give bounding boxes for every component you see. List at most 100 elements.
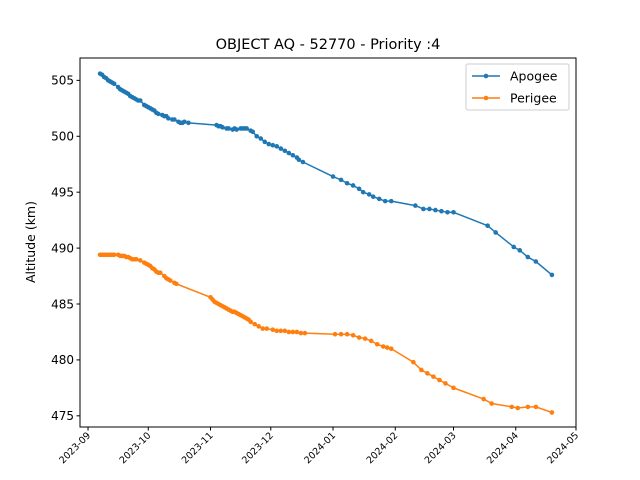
perigee-data-point: [256, 324, 262, 329]
perigee-data-point: [302, 330, 308, 336]
apogee-data-point: [166, 116, 171, 121]
apogee-data-point: [220, 125, 225, 130]
perigee-data-point: [380, 344, 386, 349]
perigee-data-point: [290, 329, 296, 335]
plot-frame: [79, 57, 577, 428]
y-tick-label: 490: [51, 241, 74, 255]
legend-perigee-label: Perigee: [510, 91, 557, 106]
apogee-data-point: [258, 136, 264, 141]
apogee-data-point: [511, 244, 517, 250]
perigee-data-point: [388, 346, 394, 352]
perigee-data-point: [509, 404, 515, 410]
perigee-data-point: [111, 252, 117, 258]
chart-title: OBJECT AQ - 52770 - Priority :4: [216, 37, 441, 53]
perigee-data-point: [248, 319, 253, 325]
perigee-data-point: [515, 405, 521, 411]
apogee-data-point: [296, 157, 302, 163]
perigee-data-point: [278, 328, 284, 334]
perigee-data-point: [158, 270, 163, 275]
perigee-data-point: [332, 331, 338, 337]
apogee-data-point: [360, 189, 366, 195]
apogee-data-point: [433, 207, 438, 213]
apogee-data-point: [366, 192, 372, 197]
legend: Apogee Perigee: [465, 63, 570, 111]
series-apogee: [97, 71, 555, 278]
perigee-data-point: [451, 385, 456, 391]
apogee-data-point: [549, 272, 555, 278]
apogee-data-point: [282, 148, 288, 154]
apogee-data-point: [286, 150, 292, 156]
perigee-data-point: [264, 326, 270, 331]
apogee-data-point: [250, 129, 255, 135]
apogee-data-point: [439, 208, 444, 214]
apogee-data-point: [137, 98, 143, 103]
apogee-data-point: [172, 117, 177, 122]
y-tick-label: 485: [51, 297, 74, 311]
apogee-data-point: [182, 119, 187, 125]
y-tick-label: 480: [51, 353, 74, 367]
y-tick-label: 495: [51, 185, 74, 199]
perigee-data-point: [282, 328, 288, 334]
apogee-data-point: [278, 146, 284, 151]
perigee-data-point: [419, 367, 424, 373]
perigee-data-point: [431, 374, 436, 379]
apogee-data-point: [226, 126, 231, 131]
perigee-data-point: [344, 331, 350, 337]
apogee-data-point: [186, 120, 191, 126]
perigee-data-point: [350, 333, 356, 338]
apogee-data-point: [427, 206, 432, 212]
apogee-data-point: [234, 127, 239, 132]
apogee-data-point: [156, 111, 161, 117]
perigee-data-point: [489, 401, 494, 406]
perigee-data-point: [549, 410, 555, 415]
apogee-data-point: [485, 223, 490, 229]
apogee-data-point: [262, 139, 268, 145]
apogee-data-point: [338, 177, 344, 183]
perigee-data-point: [411, 359, 416, 365]
apogee-data-point: [413, 203, 418, 208]
apogee-data-point: [254, 133, 260, 139]
perigee-data-point: [174, 281, 179, 287]
legend-item-perigee: Perigee: [472, 91, 557, 106]
perigee-data-point: [368, 338, 374, 344]
perigee-data-point: [384, 345, 390, 350]
legend-apogee-label: Apogee: [510, 69, 558, 84]
perigee-data-point: [260, 326, 266, 331]
perigee-data-point: [437, 377, 442, 383]
perigee-data-point: [362, 336, 368, 341]
apogee-data-point: [421, 206, 426, 212]
apogee-data-point: [244, 126, 249, 131]
perigee-data-point: [286, 329, 292, 335]
apogee-data-point: [356, 186, 362, 192]
apogee-data-point: [376, 196, 382, 202]
perigee-data-point: [525, 404, 531, 410]
apogee-data-point: [370, 194, 376, 199]
perigee-data-point: [481, 396, 486, 402]
y-tick-label: 475: [51, 409, 74, 423]
apogee-data-point: [300, 159, 306, 165]
series-perigee: [97, 252, 555, 415]
apogee-data-point: [388, 198, 394, 204]
plot-area: [97, 71, 555, 415]
perigee-data-point: [294, 329, 300, 335]
apogee-data-point: [525, 254, 531, 260]
apogee-data-point: [517, 248, 523, 253]
apogee-data-point: [111, 81, 117, 87]
perigee-data-point: [252, 321, 257, 327]
perigee-data-point: [338, 331, 344, 337]
legend-apogee-marker: [483, 73, 489, 79]
y-tick-label: 500: [51, 130, 74, 144]
perigee-data-point: [133, 256, 139, 262]
perigee-data-point: [356, 335, 362, 340]
perigee-data-point: [137, 258, 143, 263]
y-tick-label: 505: [51, 74, 74, 88]
apogee-data-point: [266, 141, 272, 147]
apogee-data-point: [533, 259, 539, 264]
apogee-data-point: [270, 142, 276, 148]
apogee-data-point: [382, 198, 388, 204]
apogee-data-point: [290, 152, 296, 158]
apogee-data-point: [493, 230, 498, 235]
perigee-data-point: [443, 381, 448, 386]
apogee-data-point: [451, 210, 456, 215]
